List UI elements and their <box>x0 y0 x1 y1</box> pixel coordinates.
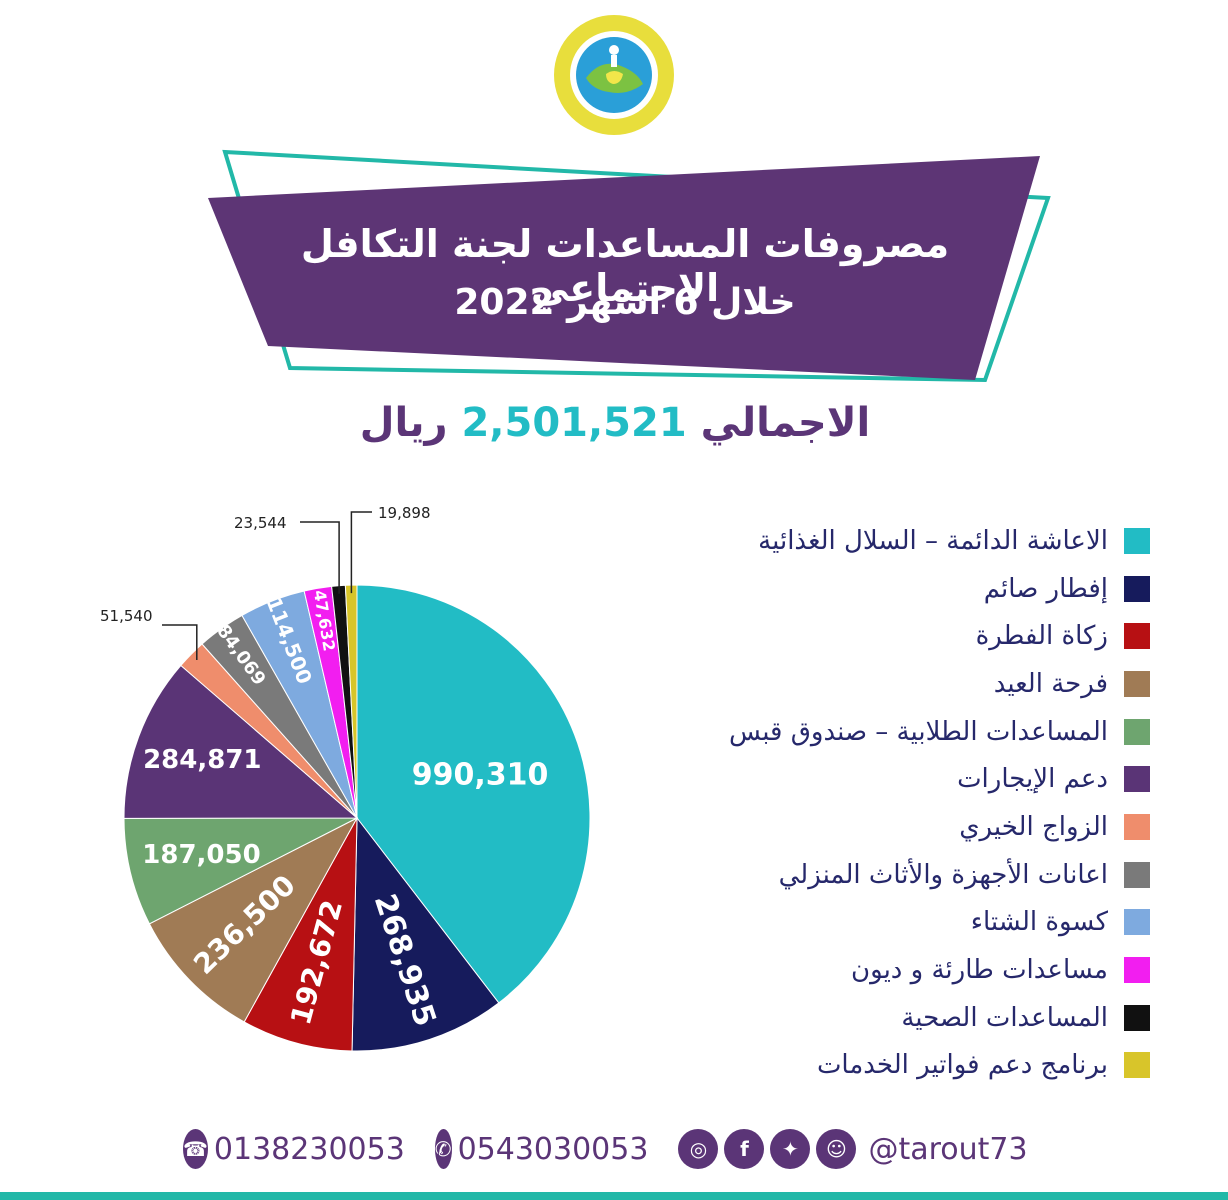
title-banner <box>208 149 1051 383</box>
data-label: 284,871 <box>143 745 261 775</box>
data-label: 51,540 <box>100 607 153 625</box>
legend-item: الزواج الخيري <box>590 803 1150 851</box>
leader-line <box>162 624 198 660</box>
charity-emblem-icon <box>554 15 674 135</box>
legend-swatch <box>1124 718 1150 745</box>
whatsapp-icon[interactable]: ✆ <box>434 1129 452 1169</box>
pie-slice <box>351 816 500 1052</box>
pie-slice <box>356 584 591 1004</box>
instagram-icon[interactable]: ◎ <box>678 1129 719 1169</box>
legend-label: برنامج دعم فواتير الخدمات <box>816 1050 1108 1081</box>
legend-item: الاعاشة الدائمة – السلال الغذائية <box>590 517 1150 565</box>
legend-swatch <box>1124 623 1150 650</box>
twitter-icon[interactable]: ✦ <box>770 1129 811 1169</box>
legend-swatch <box>1124 1052 1150 1079</box>
legend-swatch <box>1124 670 1150 697</box>
data-label: 23,544 <box>234 514 287 532</box>
pie-slice <box>123 817 358 925</box>
pie-slice <box>243 817 358 1052</box>
legend-swatch <box>1124 861 1150 888</box>
legend-label: زكاة الفطرة <box>975 621 1108 652</box>
organization-logo <box>551 12 677 138</box>
legend-label: اعانات الأجهزة والأثاث المنزلي <box>778 859 1108 890</box>
snapchat-icon[interactable]: ☺ <box>816 1129 857 1169</box>
social-handle[interactable]: @tarout73 <box>868 1131 1028 1167</box>
bottom-bar <box>0 1192 1228 1200</box>
total-label: الاجمالي <box>700 400 871 446</box>
legend-item: فرحة العيد <box>590 660 1150 708</box>
legend-swatch <box>1124 909 1150 936</box>
legend-label: الاعاشة الدائمة – السلال الغذائية <box>758 525 1108 556</box>
legend-label: دعم الإيجارات <box>957 764 1108 795</box>
legend-label: مساعدات طارئة و ديون <box>851 955 1108 986</box>
page-title: مصروفات المساعدات لجنة التكافل الاجتماعي <box>300 222 950 310</box>
legend-item: دعم الإيجارات <box>590 755 1150 803</box>
legend-item: اعانات الأجهزة والأثاث المنزلي <box>590 851 1150 899</box>
data-label: 187,050 <box>142 840 260 870</box>
data-label: 19,898 <box>378 504 431 522</box>
legend-item: مساعدات طارئة و ديون <box>590 946 1150 994</box>
legend-item: زكاة الفطرة <box>590 612 1150 660</box>
legend-item: إفطار صائم <box>590 565 1150 613</box>
legend-label: الزواج الخيري <box>959 811 1108 842</box>
phone-icon[interactable]: ☎ <box>183 1129 208 1169</box>
leader-line <box>300 521 340 594</box>
banner-background <box>208 156 1040 380</box>
total-unit: ريال <box>359 400 448 446</box>
legend-label: كسوة الشتاء <box>970 907 1108 938</box>
legend-label: إفطار صائم <box>983 573 1108 604</box>
legend-item: برنامج دعم فواتير الخدمات <box>590 1042 1150 1090</box>
legend-swatch <box>1124 813 1150 840</box>
legend-label: المساعدات الصحية <box>901 1002 1108 1033</box>
chart-legend: الاعاشة الدائمة – السلال الغذائية إفطار ص… <box>590 517 1150 1089</box>
legend-item: كسوة الشتاء <box>590 899 1150 947</box>
total-value: 2,501,521 <box>461 400 687 446</box>
contact-footer: ☎ 0138230053 ✆ 0543030053 ◎ f ✦ ☺ @tarou… <box>183 1124 1028 1174</box>
total-summary: الاجمالي 2,501,521 ريال <box>250 400 980 446</box>
legend-swatch <box>1124 527 1150 554</box>
whatsapp-number[interactable]: 0543030053 <box>457 1131 649 1167</box>
legend-swatch <box>1124 1004 1150 1031</box>
phone-number[interactable]: 0138230053 <box>213 1131 405 1167</box>
legend-item: المساعدات الطلابية – صندوق قبس <box>590 708 1150 756</box>
legend-swatch <box>1124 957 1150 984</box>
pie-slice <box>123 664 359 819</box>
legend-label: المساعدات الطلابية – صندوق قبس <box>729 716 1108 747</box>
legend-label: فرحة العيد <box>993 668 1108 699</box>
facebook-icon[interactable]: f <box>724 1129 765 1169</box>
leader-line <box>350 511 372 594</box>
pie-chart: 990,310268,935192,672236,500187,050284,8… <box>100 504 591 1052</box>
legend-item: المساعدات الصحية <box>590 994 1150 1042</box>
pie-slice <box>148 816 359 1023</box>
data-label: 990,310 <box>412 758 549 793</box>
legend-swatch <box>1124 766 1150 793</box>
legend-swatch <box>1124 575 1150 602</box>
page-subtitle: خلال 6 اشهر 2022 <box>454 282 796 323</box>
